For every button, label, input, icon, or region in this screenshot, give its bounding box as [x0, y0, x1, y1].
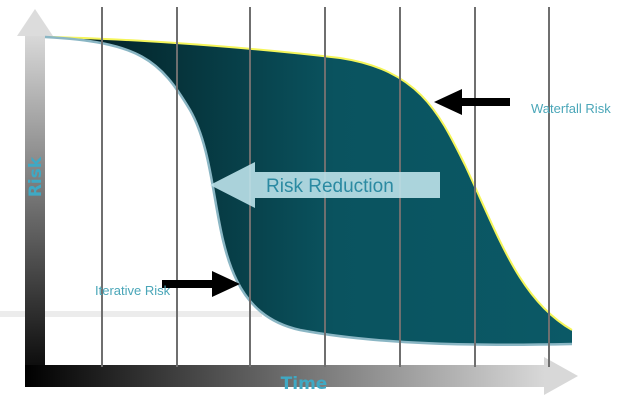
x-axis-label: Time: [281, 374, 328, 394]
iterative-pointer-arrow: [162, 271, 240, 297]
waterfall-pointer-arrow: [434, 89, 510, 115]
waterfall-risk-label: Waterfall Risk: [531, 101, 611, 116]
risk-reduction-arrow: Risk Reduction: [210, 162, 440, 208]
background-band: [0, 311, 262, 317]
y-axis: [17, 9, 53, 387]
iterative-curve: [44, 35, 573, 347]
risk-reduction-label: Risk Reduction: [266, 176, 394, 197]
y-axis-label: Risk: [26, 156, 46, 197]
x-axis: [25, 357, 578, 395]
iterative-risk-label: Iterative Risk: [95, 283, 171, 298]
waterfall-curve: [44, 36, 573, 331]
